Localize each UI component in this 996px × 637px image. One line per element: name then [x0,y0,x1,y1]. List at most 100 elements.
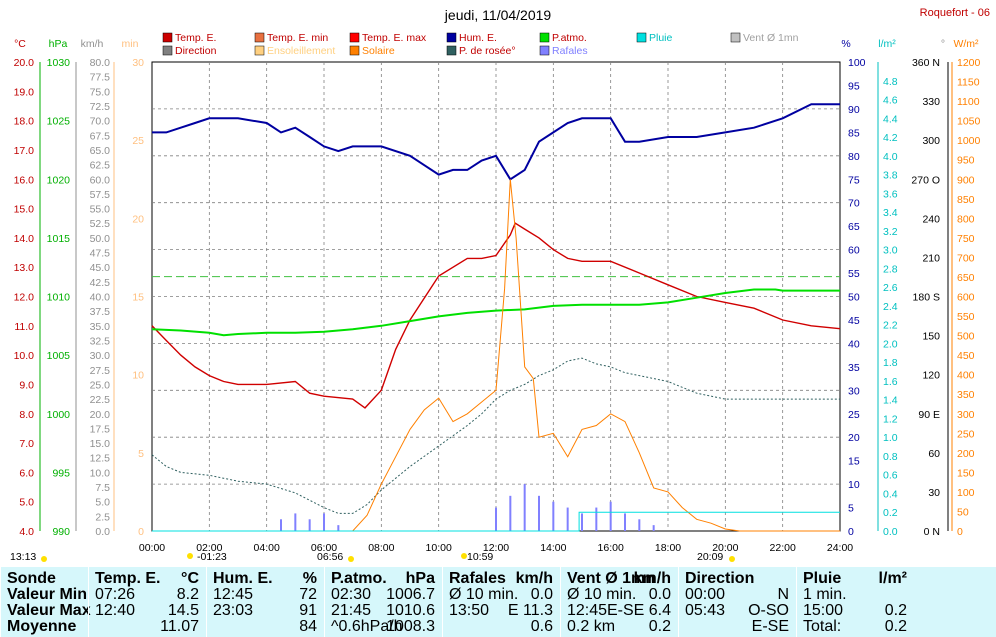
legend-label: Hum. E. [459,32,497,44]
solar-tick: 100 [957,487,975,499]
solar-tick: 1050 [957,116,981,128]
wind-tick: 77.5 [90,72,111,84]
weather-chart: jeudi, 11/04/2019 Roquefort - 06 Temp. E. T… [10,7,990,563]
wind-tick: 52.5 [90,218,111,230]
solar-tick: 1100 [957,96,980,108]
pressure-tick: 1000 [47,409,71,421]
stats-cell: P.atmo. [331,570,387,587]
sunrise-label: 06:56 [317,551,343,563]
legend-label: Solaire [362,45,395,57]
stats-cell: E-SE [751,618,789,635]
rain-tick: 3.4 [883,207,898,219]
unit-label: l/m² [878,38,896,50]
stats-cell: Pluie [803,570,842,587]
sun-icon [41,556,47,562]
humidity-tick: 30 [848,385,860,397]
stats-cell: 14.5 [167,602,199,619]
stats-cell: E-SE 6.4 [606,602,671,619]
legend-label: P.atmo. [552,32,587,44]
minutes-tick: 25 [132,135,144,147]
stats-cell: O-SO [748,602,789,619]
series-solaire [152,179,840,532]
wind-tick: 7.5 [95,482,110,494]
humidity-tick: 45 [848,315,860,327]
rain-tick: 3.2 [883,226,898,238]
sunset-label: 20:09 [697,551,723,563]
direction-tick: 270 O [911,174,940,186]
humidity-tick: 15 [848,456,860,468]
stats-cell: 8.2 [176,586,199,603]
stats-cell: 0.6 [530,618,553,635]
humidity-tick: 70 [848,198,860,210]
temp-tick: 20.0 [14,57,35,69]
humidity-tick: 25 [848,409,860,421]
stats-cell: Direction [685,570,755,587]
x-tick-label: 18:00 [655,542,681,554]
sun-icon [348,556,354,562]
rain-tick: 4.4 [883,113,898,125]
stats-cell: Temp. E. [95,570,161,587]
rain-tick: 2.8 [883,263,898,275]
direction-tick: 120 [922,370,940,382]
stats-cell: 0.2 [648,618,671,635]
humidity-tick: 55 [848,268,860,280]
wind-tick: 80.0 [90,57,111,69]
temp-tick: 13.0 [14,262,35,274]
stats-cell: 02:30 [331,586,372,603]
direction-tick: 0 N [924,526,940,538]
rain-tick: 4.0 [883,151,898,163]
solar-tick: 300 [957,409,975,421]
series-pluie [152,511,840,532]
wind-tick: 22.5 [90,394,111,406]
x-tick-label: 22:00 [770,542,796,554]
wind-tick: 32.5 [90,335,111,347]
unit-label: min [122,38,139,50]
x-tick-label: 10:00 [426,542,452,554]
wind-tick: 40.0 [90,292,111,304]
unit-label: % [841,38,850,50]
legend-swatch [636,32,647,43]
stats-cell: 23:03 [213,602,254,619]
stats-cell: N [777,586,789,603]
rain-tick: 3.6 [883,188,898,200]
pressure-tick: 1030 [47,57,71,69]
legend-swatch [162,45,173,56]
wind-tick: 10.0 [90,467,111,479]
rain-tick: 0.8 [883,451,898,463]
stats-column-gust: Rafales km/h Ø 10 min. 0.0 13:50 E 11.3 0.6 [442,567,561,637]
series-p-atmo- [151,288,840,337]
legend-swatch [162,32,173,43]
direction-tick: 180 S [913,292,940,304]
legend-label: Direction [175,45,217,57]
station-name: Roquefort - 06 [920,7,990,19]
rain-tick: 2.6 [883,282,898,294]
wind-tick: 60.0 [90,174,111,186]
series-hum-e- [152,103,840,181]
x-tick-label: 14:00 [540,542,566,554]
rain-tick: 4.6 [883,95,898,107]
x-tick-label: 16:00 [598,542,624,554]
x-tick-label: 12:00 [483,542,509,554]
stats-column-rain: Pluie l/m² 1 min. 15:00 0.2 Total: 0.2 [796,567,915,637]
x-tick-label: 20:00 [712,542,738,554]
direction-tick: 330 [922,96,940,108]
rain-tick: 3.8 [883,170,898,182]
sun-icon [461,553,467,559]
stats-panel: Sonde Valeur Min Valeur Max Moyenne Temp. E.… [0,567,996,637]
humidity-tick: 40 [848,338,860,350]
sun-icon [187,553,193,559]
series-temp-e- [151,222,841,409]
temp-tick: 6.0 [19,467,34,479]
legend-swatch [730,32,741,43]
temp-tick: 15.0 [14,204,35,216]
pressure-tick: 1005 [47,350,71,362]
wind-tick: 15.0 [90,438,111,450]
temp-tick: 4.0 [19,526,34,538]
solar-tick: 700 [957,252,975,264]
legend-swatch [446,32,457,43]
direction-tick: 30 [928,487,940,499]
chart-title: jeudi, 11/04/2019 [444,7,552,23]
rain-tick: 4.2 [883,132,898,144]
humidity-tick: 50 [848,292,860,304]
stats-cell: E 11.3 [507,602,553,619]
